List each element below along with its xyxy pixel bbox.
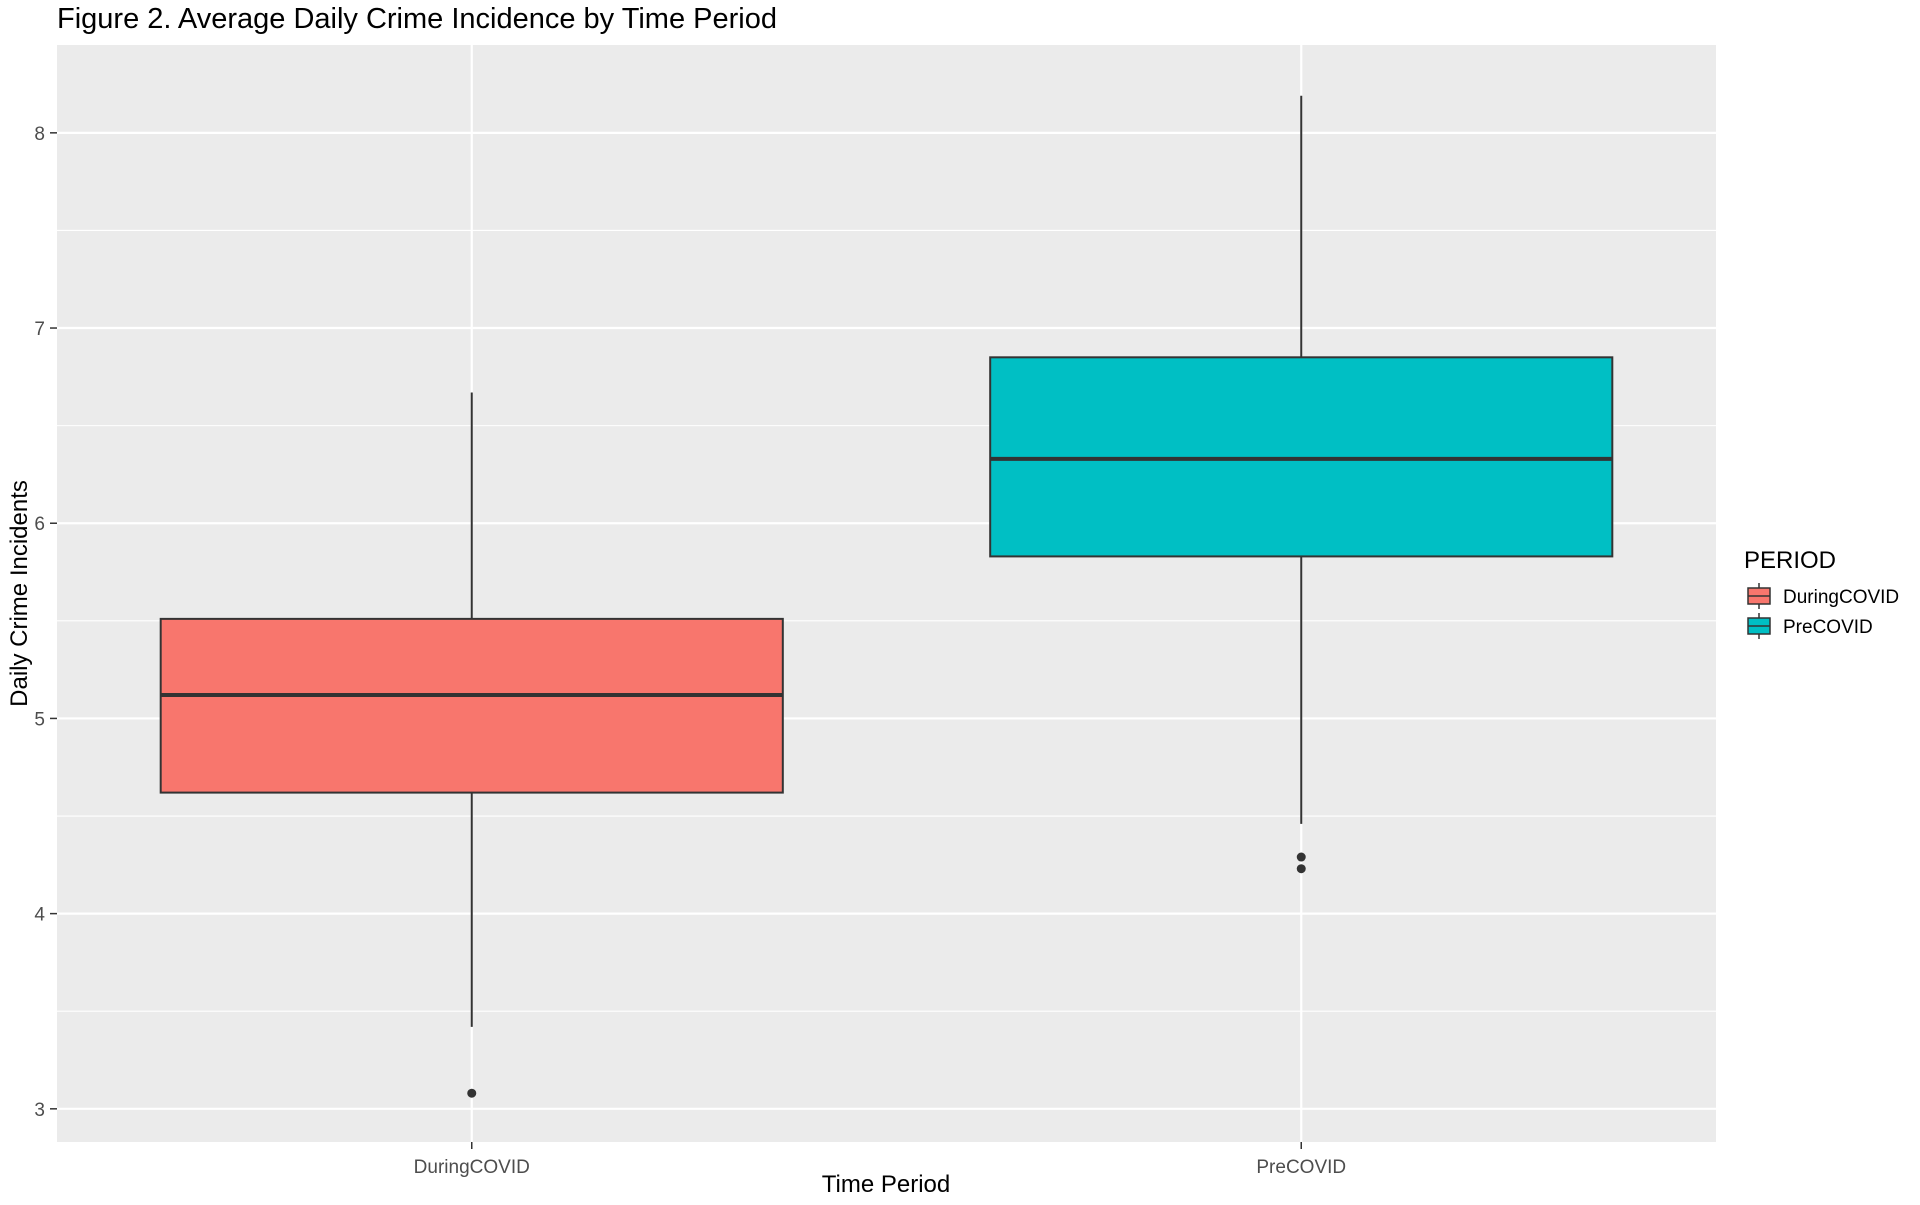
y-tick-label: 8: [34, 124, 45, 145]
legend-label: PreCOVID: [1783, 617, 1873, 638]
y-tick-label: 6: [34, 514, 45, 535]
legend-title: PERIOD: [1744, 547, 1836, 574]
y-tick-label: 3: [34, 1100, 45, 1121]
x-axis: DuringCOVID PreCOVID: [414, 1142, 1346, 1178]
legend-label: DuringCOVID: [1783, 587, 1899, 608]
y-axis-title: Daily Crime Incidents: [6, 480, 33, 707]
x-tick-label: DuringCOVID: [414, 1157, 530, 1178]
box-DuringCOVID: [159, 617, 784, 794]
box-layer: [159, 95, 1614, 1098]
x-tick-label: PreCOVID: [1256, 1157, 1346, 1178]
x-axis-title: Time Period: [822, 1171, 950, 1198]
y-tick-label: 5: [34, 709, 45, 730]
outlier-point: [1296, 852, 1306, 862]
y-tick-label: 4: [34, 905, 45, 926]
legend-items: DuringCOVID PreCOVID: [1747, 583, 1899, 639]
y-axis: 3 4 5 6 7 8: [34, 124, 57, 1121]
y-tick-label: 7: [34, 319, 45, 340]
outlier-point: [1296, 864, 1306, 874]
chart-title: Figure 2. Average Daily Crime Incidence …: [57, 3, 777, 35]
outlier-point: [467, 1088, 477, 1098]
plot-panel: [57, 45, 1716, 1142]
legend: PERIOD DuringCOVID PreCOVID: [1744, 547, 1899, 639]
